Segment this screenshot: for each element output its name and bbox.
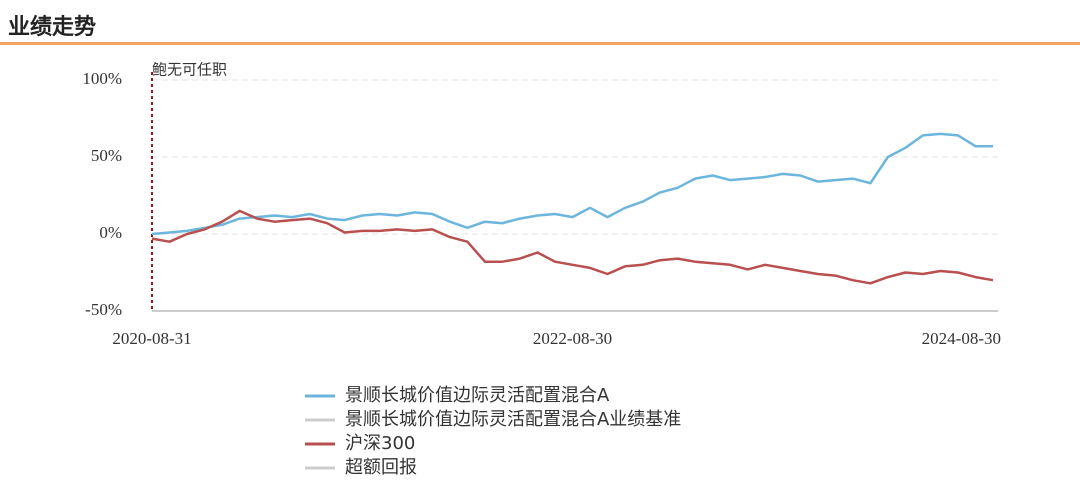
y-tick-label: -50%	[85, 300, 122, 319]
annotation: 鲍无可任职	[152, 61, 227, 79]
y-tick-label: 100%	[82, 69, 122, 88]
y-tick-label: 0%	[99, 223, 122, 242]
chart-title: 业绩走势	[8, 14, 96, 40]
series-line	[151, 209, 994, 285]
x-tick-label: 2022-08-30	[533, 329, 612, 348]
x-tick-label: 2024-08-30	[922, 329, 1001, 348]
legend-label: 超额回报	[345, 457, 417, 478]
x-tick-label: 2020-08-31	[112, 329, 191, 348]
legend-label: 沪深300	[345, 433, 415, 454]
legend-label: 景顺长城价值边际灵活配置混合A	[345, 385, 610, 406]
y-tick-label: 50%	[91, 146, 122, 165]
title-underline	[0, 42, 1080, 45]
series-line	[151, 132, 993, 236]
legend-label: 景顺长城价值边际灵活配置混合A业绩基准	[345, 409, 681, 430]
